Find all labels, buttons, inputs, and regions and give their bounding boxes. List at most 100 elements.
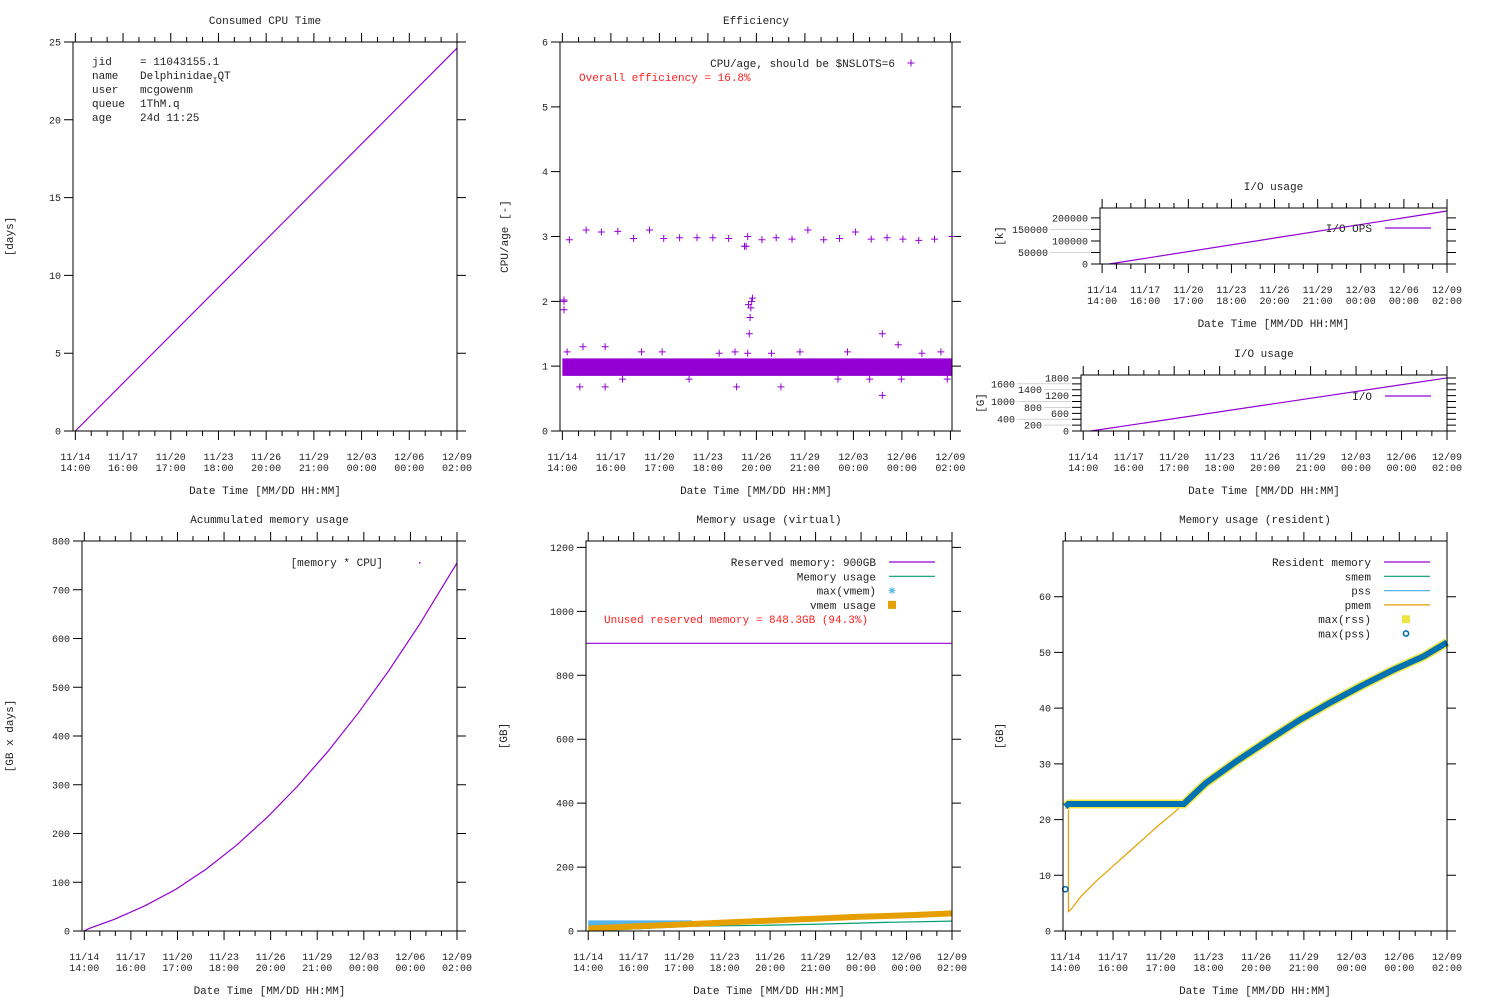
x-tick-label-date: 12/09 (1432, 952, 1462, 964)
data-point (883, 234, 891, 242)
x-tick-label-time: 00:00 (1384, 964, 1414, 975)
x-tick-label-date: 11/17 (1098, 952, 1128, 964)
x-tick-label-date: 11/20 (1146, 952, 1176, 964)
data-point (897, 375, 905, 383)
plot-frame (1099, 207, 1448, 265)
legend-label: pss (1351, 587, 1371, 599)
chart-io: I/O usage Date Time [MM/DD HH:MM] [G] 11/14… (976, 349, 1462, 498)
x-tick-label-date: 11/29 (1303, 285, 1333, 297)
data-point (685, 375, 693, 383)
data-point (867, 235, 875, 243)
x-tick-label-date: 11/26 (256, 952, 286, 964)
name-main: Delphinidae (140, 71, 213, 83)
data-point (601, 383, 609, 391)
x-tick-label-time: 21:00 (302, 964, 332, 975)
x-tick-label-time: 00:00 (1387, 464, 1417, 475)
x-tick-label-time: 00:00 (838, 464, 868, 475)
legend-swatch (888, 600, 896, 609)
x-tick-label-time: 02:00 (442, 964, 472, 975)
data-point (748, 294, 756, 302)
x-tick-label-date: 12/06 (1389, 285, 1419, 297)
y-tick-label: 1200 (1045, 392, 1069, 403)
y-tick-label: 200 (52, 830, 70, 841)
x-tick-label-date: 12/06 (1387, 452, 1417, 464)
x-tick-label-time: 18:00 (203, 464, 233, 475)
x-tick-label-date: 11/29 (790, 452, 820, 464)
name-value: DelphinidaeIQT (140, 71, 231, 86)
x-tick-label-date: 12/03 (347, 452, 377, 464)
y-tick-label: 25 (49, 39, 61, 50)
data-point (777, 383, 785, 391)
x-tick-label-time: 18:00 (1205, 464, 1235, 475)
job-info-box: jid = 11043155.1 name DelphinidaeIQT use… (92, 57, 231, 125)
x-axis-label: Date Time [MM/DD HH:MM] (1188, 486, 1340, 498)
x-tick-label-time: 17:00 (162, 964, 192, 975)
queue-key: queue (92, 99, 125, 111)
x-tick-label-time: 20:00 (755, 964, 785, 975)
plot-frame (559, 41, 953, 432)
y-tick-label: 4 (542, 168, 548, 179)
x-tick-label-time: 02:00 (1432, 964, 1462, 975)
legend-label: I/O OPS (1326, 224, 1373, 236)
y-tick-label: 50000 (1018, 249, 1048, 260)
x-tick-label-date: 11/23 (710, 952, 740, 964)
x-tick-label-date: 12/09 (442, 452, 472, 464)
y-tick-label: 700 (52, 586, 70, 597)
y-axis-label: [G] (976, 393, 988, 413)
legend-label: pmem (1345, 601, 1372, 613)
x-tick-label-time: 17:00 (664, 964, 694, 975)
x-tick-label-date: 11/20 (162, 952, 192, 964)
x-tick-label-date: 11/17 (1130, 285, 1160, 297)
data-point (804, 226, 812, 234)
x-tick-label-time: 17:00 (156, 464, 186, 475)
name-rest: QT (217, 71, 231, 83)
y-tick-label: 6 (542, 39, 548, 50)
data-point (715, 349, 723, 357)
plot-frame (81, 540, 458, 932)
chart-title: Acummulated memory usage (190, 515, 348, 527)
x-tick-label-time: 02:00 (935, 464, 965, 475)
age-key: age (92, 113, 112, 125)
x-tick-label-time: 14:00 (1087, 297, 1117, 308)
y-tick-label: 10 (1039, 872, 1051, 883)
x-tick-label-date: 11/29 (1296, 452, 1326, 464)
plot-frame (585, 540, 953, 932)
y-tick-label: 0 (1063, 428, 1069, 439)
y-tick-label: 20 (49, 116, 61, 127)
legend-label: [memory * CPU] (291, 558, 383, 570)
y-axis-label: [days] (5, 217, 17, 257)
data-point (744, 233, 752, 240)
x-tick-label-time: 18:00 (693, 464, 723, 475)
series-line (588, 910, 953, 932)
series-line (1109, 210, 1448, 265)
x-tick-label-time: 00:00 (1337, 964, 1367, 975)
legend-swatch (907, 59, 915, 67)
chart-title: Memory usage (resident) (1179, 515, 1331, 527)
plot-frame (72, 41, 458, 432)
x-tick-label-date: 11/23 (1216, 285, 1246, 297)
x-tick-label-date: 11/26 (1250, 452, 1280, 464)
data-point (937, 348, 945, 356)
age-value: 24d 11:25 (140, 113, 199, 125)
x-tick-label-time: 20:00 (1260, 297, 1290, 308)
data-point (579, 343, 587, 351)
series-line (1065, 803, 1185, 913)
data-point (563, 348, 571, 356)
jid-value: = 11043155.1 (140, 57, 220, 69)
x-tick-label-time: 16:00 (596, 464, 626, 475)
y-axis-label: [GB x days] (5, 700, 17, 773)
x-tick-label-time: 00:00 (1346, 297, 1376, 308)
x-tick-label-time: 21:00 (299, 464, 329, 475)
x-tick-label-date: 12/06 (394, 452, 424, 464)
x-tick-label-date: 11/29 (299, 452, 329, 464)
data-point (878, 330, 886, 338)
legend-label: max(vmem) (817, 587, 876, 599)
series-line (74, 47, 458, 432)
data-point (576, 383, 584, 391)
user-value: mcgowenm (140, 85, 193, 97)
name-key: name (92, 71, 118, 83)
legend-label: I/O (1352, 392, 1372, 404)
y-tick-label: 1 (542, 363, 548, 374)
x-tick-label-date: 11/20 (664, 952, 694, 964)
series-line (1062, 638, 1450, 811)
